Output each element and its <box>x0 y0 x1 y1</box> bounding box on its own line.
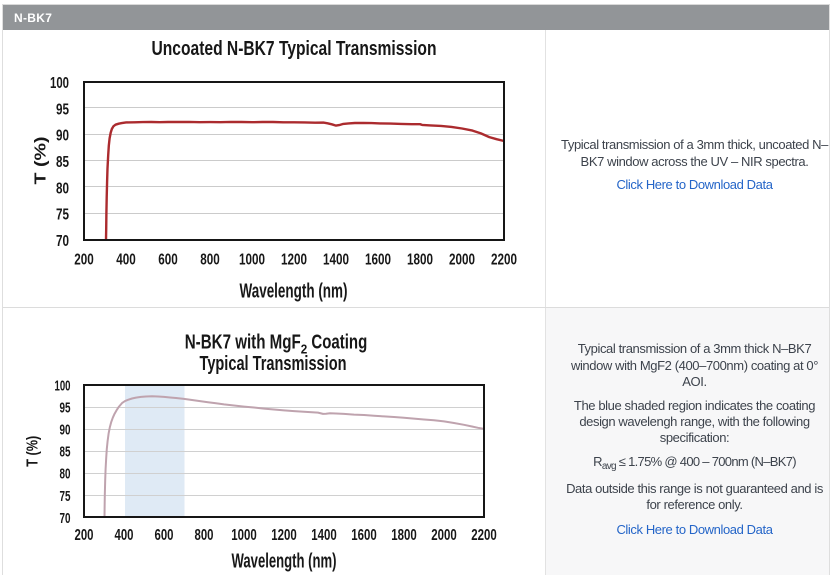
svg-text:N-BK7 with MgF2 Coating: N-BK7 with MgF2 Coating <box>185 332 368 357</box>
svg-text:1000: 1000 <box>239 252 265 269</box>
svg-text:T (%): T (%) <box>33 137 50 185</box>
svg-text:80: 80 <box>56 180 69 197</box>
svg-text:400: 400 <box>115 527 134 544</box>
svg-text:95: 95 <box>56 101 69 118</box>
svg-text:1800: 1800 <box>407 252 433 269</box>
svg-text:600: 600 <box>155 527 174 544</box>
svg-text:Wavelength (nm): Wavelength (nm) <box>232 551 337 573</box>
svg-text:1200: 1200 <box>281 252 307 269</box>
svg-text:90: 90 <box>56 128 69 145</box>
svg-text:90: 90 <box>60 423 71 439</box>
svg-text:95: 95 <box>60 400 71 416</box>
svg-text:85: 85 <box>60 445 71 461</box>
svg-text:70: 70 <box>56 233 69 250</box>
svg-text:2000: 2000 <box>431 527 457 544</box>
svg-text:Wavelength (nm): Wavelength (nm) <box>240 281 348 303</box>
svg-text:T (%): T (%) <box>25 436 42 467</box>
svg-text:200: 200 <box>74 252 94 269</box>
svg-text:Uncoated N-BK7 Typical Transmi: Uncoated N-BK7 Typical Transmission <box>152 38 437 60</box>
svg-text:200: 200 <box>75 527 94 544</box>
svg-text:2200: 2200 <box>471 527 497 544</box>
svg-text:75: 75 <box>56 207 69 224</box>
svg-text:1600: 1600 <box>351 527 377 544</box>
svg-text:1400: 1400 <box>311 527 337 544</box>
svg-text:1200: 1200 <box>271 527 297 544</box>
svg-text:1400: 1400 <box>323 252 349 269</box>
svg-text:Typical Transmission: Typical Transmission <box>200 353 347 375</box>
svg-text:85: 85 <box>56 154 69 171</box>
svg-text:1000: 1000 <box>231 527 257 544</box>
svg-text:80: 80 <box>60 467 71 483</box>
svg-text:1600: 1600 <box>365 252 391 269</box>
svg-text:75: 75 <box>60 489 71 505</box>
svg-text:70: 70 <box>60 511 71 527</box>
svg-text:800: 800 <box>195 527 214 544</box>
svg-text:2000: 2000 <box>449 252 475 269</box>
svg-text:2200: 2200 <box>491 252 517 269</box>
svg-text:800: 800 <box>200 252 220 269</box>
svg-text:100: 100 <box>50 75 69 92</box>
svg-text:100: 100 <box>55 378 71 394</box>
svg-text:1800: 1800 <box>391 527 417 544</box>
svg-text:400: 400 <box>116 252 136 269</box>
svg-text:600: 600 <box>158 252 178 269</box>
